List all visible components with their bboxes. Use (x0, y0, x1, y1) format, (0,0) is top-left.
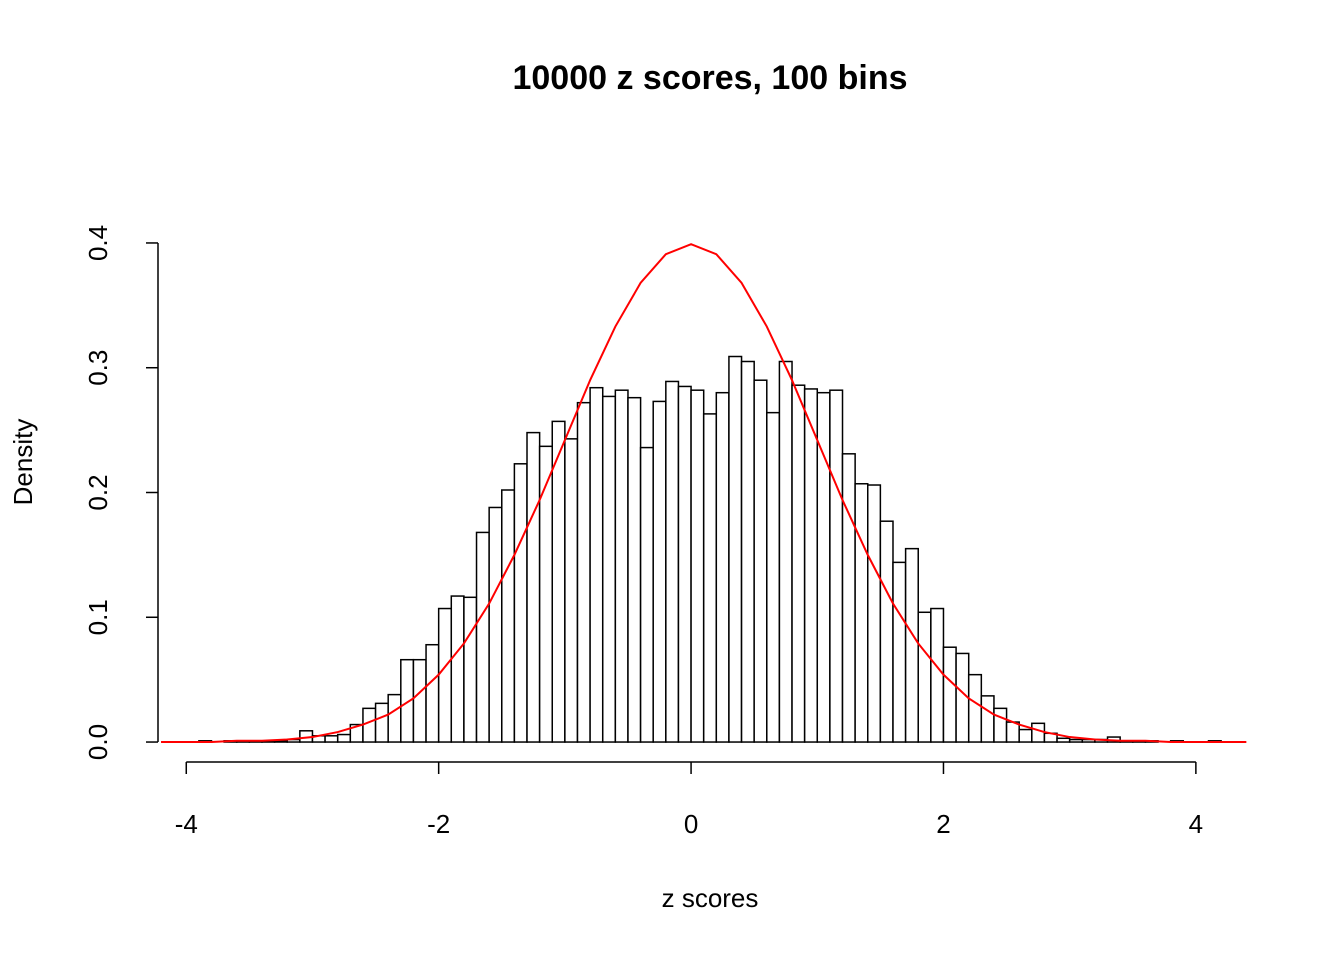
y-tick-label: 0.1 (83, 599, 113, 635)
bar (993, 707, 1008, 743)
bar (728, 355, 743, 743)
bar (564, 438, 579, 743)
bar (803, 388, 819, 743)
bar (412, 658, 427, 743)
density-curve (161, 243, 1247, 744)
bar (362, 707, 377, 743)
bar (677, 385, 692, 743)
bar (601, 395, 617, 743)
bar (627, 396, 642, 743)
bar (1018, 728, 1033, 743)
bar (425, 643, 440, 743)
bar (576, 401, 591, 743)
bar (374, 702, 389, 743)
bar (1056, 737, 1071, 743)
bar (639, 446, 654, 743)
bar (967, 673, 983, 743)
bar (904, 547, 919, 743)
bar (702, 413, 718, 743)
bar (740, 360, 755, 743)
bar (753, 379, 768, 743)
x-tick-label: 4 (1189, 809, 1203, 839)
bar (336, 733, 352, 743)
bar (690, 389, 705, 743)
bar (879, 520, 894, 743)
bar (400, 658, 415, 743)
bar (778, 360, 793, 743)
y-axis-label: Density (8, 419, 38, 506)
bar (589, 386, 604, 743)
bar (437, 607, 453, 743)
bar (538, 445, 553, 743)
x-tick-label: 2 (936, 809, 950, 839)
bar (614, 389, 629, 743)
bar (652, 400, 667, 743)
bar (387, 693, 402, 743)
bar (526, 431, 541, 743)
bar (791, 384, 806, 743)
bar (854, 483, 869, 743)
bar (892, 561, 907, 743)
x-tick-label: -2 (427, 809, 450, 839)
bar (1031, 722, 1046, 743)
bar (450, 595, 465, 743)
bar (488, 506, 503, 743)
bar (829, 389, 844, 743)
bar (766, 411, 781, 743)
bar (475, 531, 490, 743)
bar (551, 420, 566, 743)
bar (867, 484, 882, 743)
y-tick-label: 0.0 (83, 724, 113, 760)
bar (980, 695, 995, 743)
bar (513, 463, 528, 743)
bar (917, 611, 932, 743)
x-tick-label: -4 (175, 809, 198, 839)
y-tick-label: 0.2 (83, 474, 113, 510)
bar (942, 646, 957, 743)
y-tick-label: 0.4 (83, 225, 113, 261)
y-tick-label: 0.3 (83, 350, 113, 386)
bar (1005, 721, 1020, 743)
bar (324, 735, 339, 743)
bar (1068, 738, 1084, 743)
bar (665, 380, 680, 743)
bar (501, 489, 516, 743)
bar (715, 391, 730, 743)
x-tick-label: 0 (684, 809, 698, 839)
x-axis-label: z scores (662, 883, 759, 913)
bar (930, 607, 945, 743)
bar (463, 596, 478, 743)
bar (841, 453, 856, 743)
chart-title: 10000 z scores, 100 bins (512, 59, 907, 97)
